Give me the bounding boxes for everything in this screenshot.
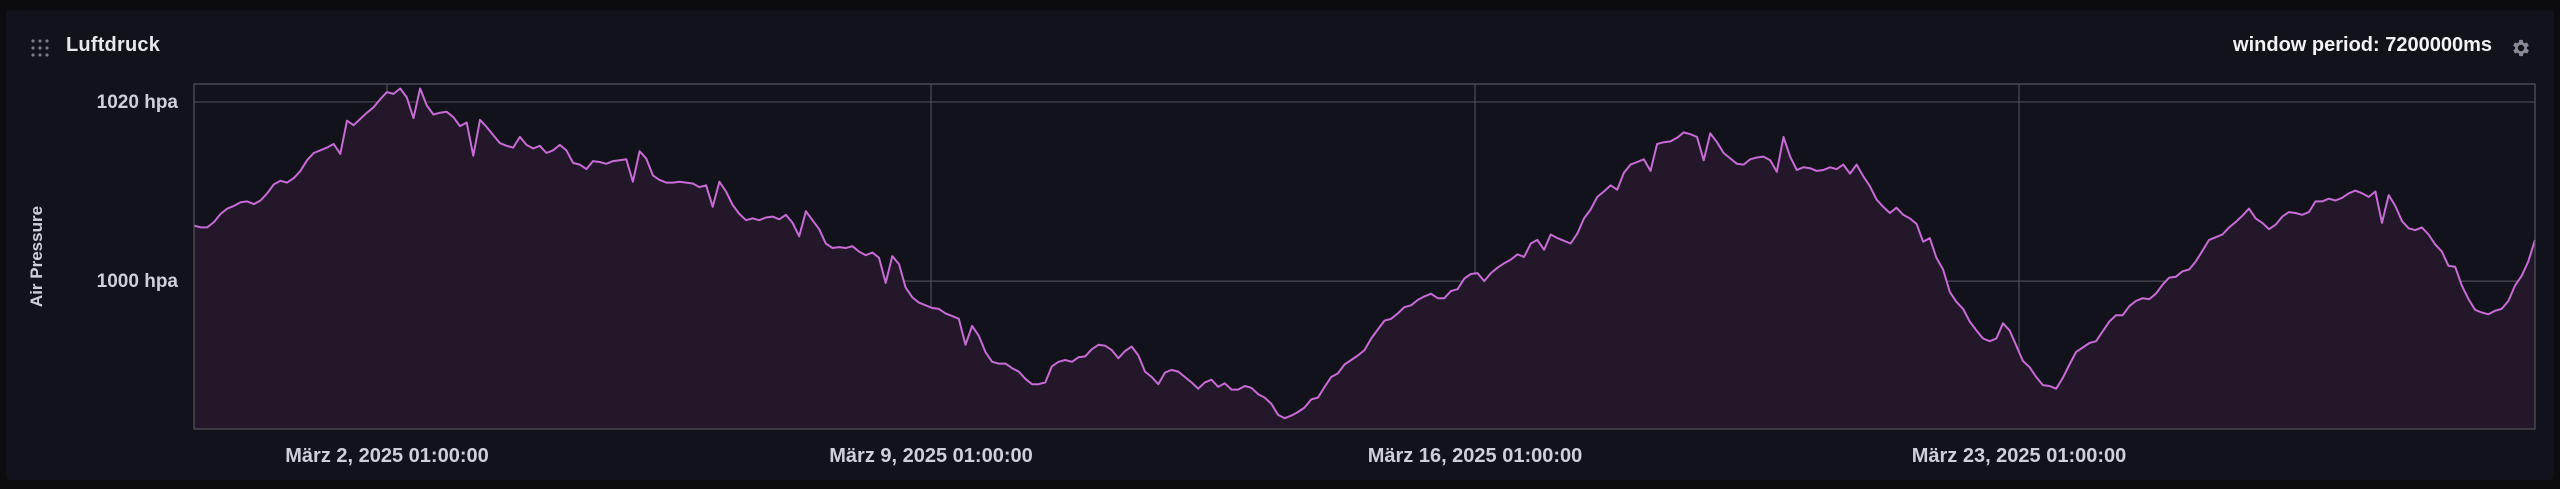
y-axis-label: Air Pressure [27,206,46,307]
y-tick-labels: 1000 hpa 1020 hpa [97,92,179,292]
gear-icon[interactable] [2510,37,2532,59]
x-tick-label: März 2, 2025 01:00:00 [285,445,488,467]
chart-panel: Luftdruck window period: 7200000ms 1000 … [6,10,2554,480]
panel-title: Luftdruck [66,34,161,56]
y-tick-label: 1000 hpa [97,271,179,292]
x-tick-label: März 23, 2025 01:00:00 [1912,445,2127,467]
series-line [193,87,2536,420]
x-tick-label: März 16, 2025 01:00:00 [1368,445,1583,467]
x-tick-label: März 9, 2025 01:00:00 [829,445,1032,467]
series-area [194,88,2535,429]
window-period-label: window period: 7200000ms [2233,34,2492,56]
panel-header: Luftdruck window period: 7200000ms [6,10,2554,66]
x-tick-labels: März 2, 2025 01:00:00 März 9, 2025 01:00:… [285,445,2126,467]
plot-border [193,83,2536,430]
y-tick-label: 1020 hpa [97,92,179,113]
drag-handle-icon[interactable] [30,38,50,58]
